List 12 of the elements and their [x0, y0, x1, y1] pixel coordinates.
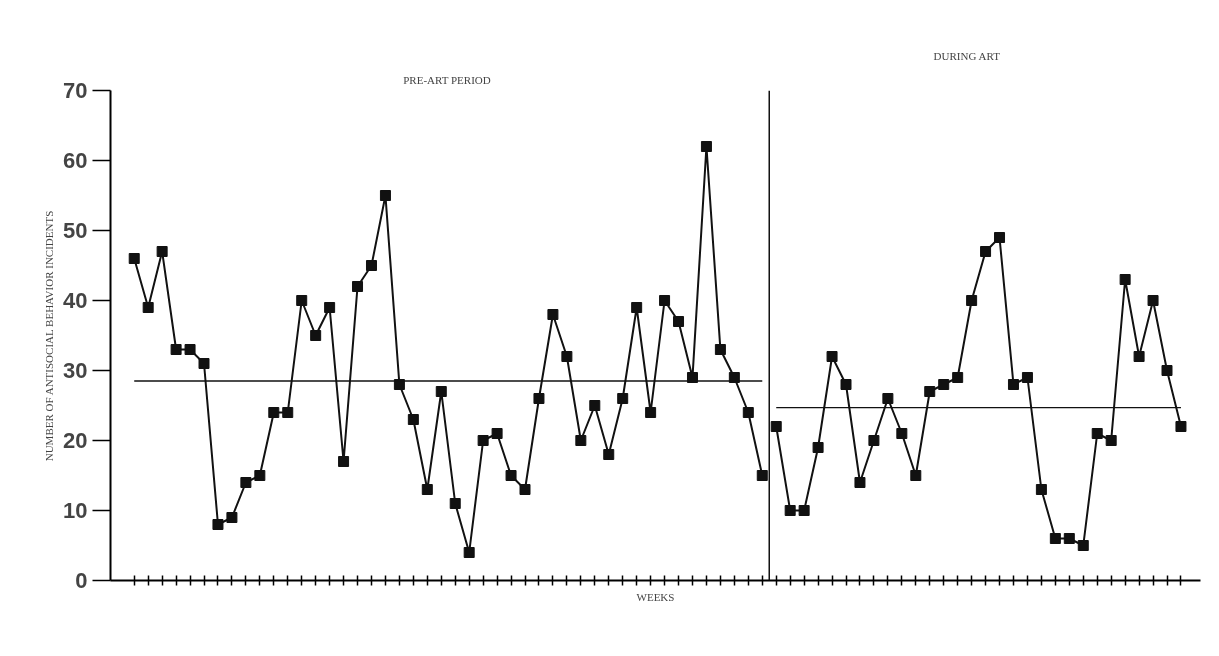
- y-tick-label: 50: [63, 218, 88, 243]
- text: DURING ART: [933, 49, 1001, 62]
- y-tick-label: 70: [63, 78, 88, 103]
- y-tick-label: 0: [75, 568, 88, 593]
- x-axis-title: WEEKS: [636, 590, 675, 603]
- y-tick-label: 40: [63, 288, 88, 313]
- y-tick-label: 60: [63, 148, 88, 173]
- text: PRE-ART PERIOD: [403, 73, 491, 86]
- y-tick-label: 10: [63, 498, 88, 523]
- y-axis-title: NUMBER OF ANTISOCIAL BEHAVIOR INCIDENTS: [43, 210, 56, 462]
- y-tick-label: 20: [63, 428, 88, 453]
- y-tick-label: 30: [63, 358, 88, 383]
